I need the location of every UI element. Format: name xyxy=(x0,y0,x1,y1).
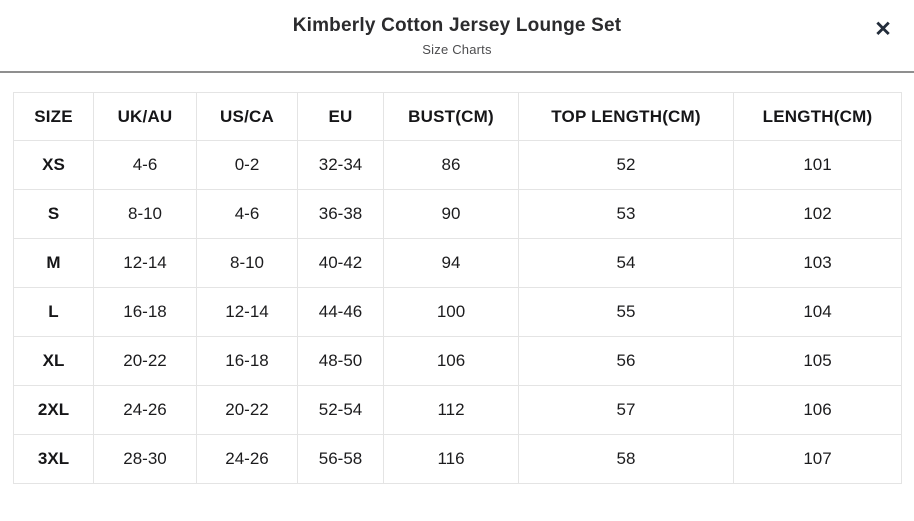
column-header-size: SIZE xyxy=(13,92,94,141)
cell-size: M xyxy=(13,238,94,288)
column-header-eu: EU xyxy=(297,92,384,141)
table-row: 3XL 28-30 24-26 56-58 116 58 107 xyxy=(13,434,902,484)
cell-bust: 86 xyxy=(383,140,519,190)
cell-eu: 56-58 xyxy=(297,434,384,484)
cell-bust: 94 xyxy=(383,238,519,288)
column-header-top-length: TOP LENGTH(CM) xyxy=(518,92,734,141)
table-row: L 16-18 12-14 44-46 100 55 104 xyxy=(13,287,902,337)
cell-ukau: 4-6 xyxy=(93,140,197,190)
cell-bust: 116 xyxy=(383,434,519,484)
size-chart-table: SIZE UK/AU US/CA EU BUST(CM) TOP LENGTH(… xyxy=(13,92,902,484)
cell-length: 103 xyxy=(733,238,902,288)
cell-usca: 16-18 xyxy=(196,336,298,386)
column-header-ukau: UK/AU xyxy=(93,92,197,141)
table-row: M 12-14 8-10 40-42 94 54 103 xyxy=(13,238,902,288)
page-title: Kimberly Cotton Jersey Lounge Set xyxy=(292,15,622,36)
modal-subtitle: Size Charts xyxy=(422,42,492,57)
cell-ukau: 24-26 xyxy=(93,385,197,435)
cell-size: XS xyxy=(13,140,94,190)
cell-size: L xyxy=(13,287,94,337)
table-row: XL 20-22 16-18 48-50 106 56 105 xyxy=(13,336,902,386)
cell-length: 101 xyxy=(733,140,902,190)
cell-top-length: 54 xyxy=(518,238,734,288)
cell-size: S xyxy=(13,189,94,239)
cell-eu: 52-54 xyxy=(297,385,384,435)
table-header-row: SIZE UK/AU US/CA EU BUST(CM) TOP LENGTH(… xyxy=(13,92,902,141)
cell-ukau: 28-30 xyxy=(93,434,197,484)
cell-eu: 32-34 xyxy=(297,140,384,190)
cell-top-length: 55 xyxy=(518,287,734,337)
cell-eu: 44-46 xyxy=(297,287,384,337)
cell-ukau: 12-14 xyxy=(93,238,197,288)
column-header-bust: BUST(CM) xyxy=(383,92,519,141)
cell-size: 3XL xyxy=(13,434,94,484)
table-row: S 8-10 4-6 36-38 90 53 102 xyxy=(13,189,902,239)
cell-top-length: 56 xyxy=(518,336,734,386)
column-header-length: LENGTH(CM) xyxy=(733,92,902,141)
cell-length: 104 xyxy=(733,287,902,337)
table-row: 2XL 24-26 20-22 52-54 112 57 106 xyxy=(13,385,902,435)
table-row: XS 4-6 0-2 32-34 86 52 101 xyxy=(13,140,902,190)
cell-bust: 90 xyxy=(383,189,519,239)
close-icon: ✕ xyxy=(874,18,892,41)
cell-length: 107 xyxy=(733,434,902,484)
cell-usca: 20-22 xyxy=(196,385,298,435)
cell-eu: 36-38 xyxy=(297,189,384,239)
cell-eu: 40-42 xyxy=(297,238,384,288)
cell-size: XL xyxy=(13,336,94,386)
cell-eu: 48-50 xyxy=(297,336,384,386)
cell-usca: 24-26 xyxy=(196,434,298,484)
cell-bust: 112 xyxy=(383,385,519,435)
cell-ukau: 20-22 xyxy=(93,336,197,386)
size-chart-table-container: SIZE UK/AU US/CA EU BUST(CM) TOP LENGTH(… xyxy=(0,73,914,484)
cell-top-length: 52 xyxy=(518,140,734,190)
cell-length: 106 xyxy=(733,385,902,435)
cell-usca: 12-14 xyxy=(196,287,298,337)
cell-bust: 100 xyxy=(383,287,519,337)
cell-top-length: 57 xyxy=(518,385,734,435)
cell-top-length: 58 xyxy=(518,434,734,484)
cell-length: 105 xyxy=(733,336,902,386)
cell-ukau: 8-10 xyxy=(93,189,197,239)
cell-ukau: 16-18 xyxy=(93,287,197,337)
cell-usca: 4-6 xyxy=(196,189,298,239)
modal-header: Kimberly Cotton Jersey Lounge Set Size C… xyxy=(0,0,914,73)
column-header-usca: US/CA xyxy=(196,92,298,141)
cell-length: 102 xyxy=(733,189,902,239)
close-button[interactable]: ✕ xyxy=(869,16,897,44)
cell-size: 2XL xyxy=(13,385,94,435)
cell-usca: 0-2 xyxy=(196,140,298,190)
cell-bust: 106 xyxy=(383,336,519,386)
cell-top-length: 53 xyxy=(518,189,734,239)
cell-usca: 8-10 xyxy=(196,238,298,288)
